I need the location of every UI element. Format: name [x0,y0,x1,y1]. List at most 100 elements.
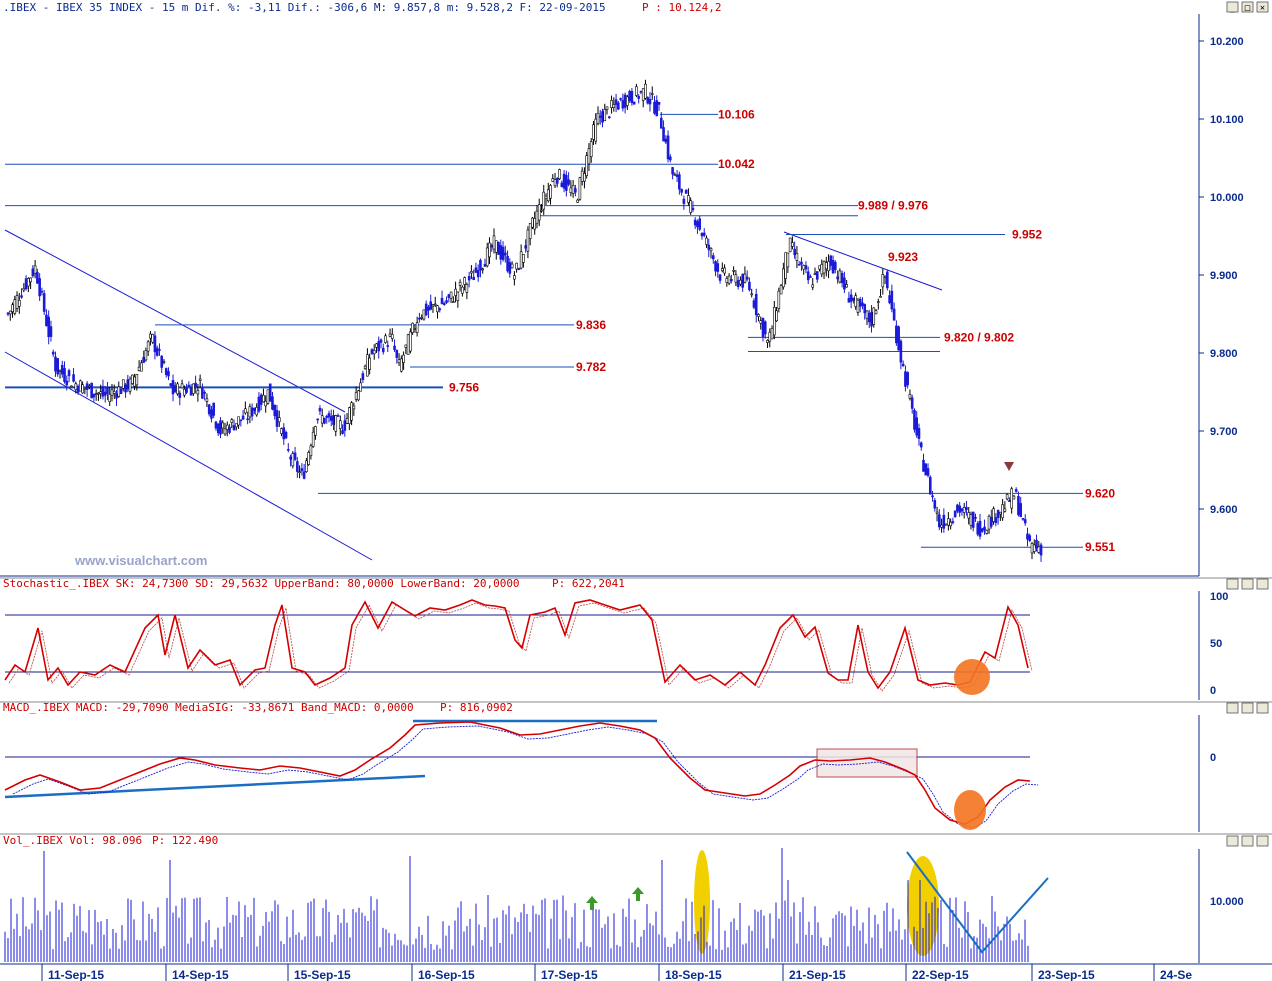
candle-body [316,418,319,421]
candle-body [38,278,41,297]
candle-body [239,419,243,422]
candle-body [601,111,604,123]
candle-body [759,320,763,324]
candle-body [298,471,301,474]
candle-body [680,189,683,193]
candle-body [329,416,333,421]
candle-body [571,185,575,194]
minimize-icon[interactable]: _ [1230,4,1236,14]
candle-body [519,251,523,269]
candle-body [637,96,640,99]
candle-body [942,514,946,529]
candle-body [669,156,672,161]
candle-body [210,409,213,419]
candle-body [164,368,168,375]
candle-body [488,242,491,258]
level-lines: 10.106 10.042 9.989 / 9.976 9.952 9.923 9.836… [5,107,1115,554]
date-label: 24-Se [1160,968,1192,981]
candle-body [406,334,410,355]
candle-body [266,389,270,404]
price-window-buttons[interactable]: _ □ × [1226,1,1269,14]
candle-body [255,407,258,416]
candle-body [994,517,998,523]
date-label: 15-Sep-15 [294,968,351,981]
level-label: 9.620 [1085,486,1115,500]
candle-body [576,199,579,203]
candle-body [1037,546,1041,553]
candle-body [802,265,805,270]
level-label: 9.952 [1012,227,1042,241]
candle-body [277,417,281,423]
volume-bars [4,848,1029,962]
price-header-p: P : 10.124,2 [642,1,721,14]
maximize-icon[interactable]: □ [1245,4,1251,14]
volume-window-buttons[interactable] [1226,835,1269,847]
candle-body [228,426,231,433]
candle-body [54,356,57,372]
candle-body [944,523,948,526]
candle-body [216,423,220,434]
candle-body [370,349,374,354]
volume-header-p: P: 122.490 [152,834,218,847]
candle-body [155,347,159,356]
candle-body [400,358,403,372]
candle-body [556,178,559,184]
candle-body [332,415,335,425]
level-label: 10.042 [718,157,755,171]
candle-body [467,276,471,281]
candle-body [463,277,466,285]
stochastic-window-buttons[interactable] [1226,578,1269,590]
candle-body [85,383,89,390]
candle-body [693,219,697,226]
candle-body [323,417,326,424]
candle-body [940,524,943,528]
candle-body [92,393,96,398]
candle-body [293,452,297,460]
candle-body [904,371,907,387]
candle-body [800,261,803,265]
candle-body [94,393,98,395]
candle-body [745,276,749,280]
candle-body [533,218,536,230]
candle-body [890,290,894,310]
candle-body [33,265,37,274]
candle-body [763,321,767,335]
candle-body [126,379,130,390]
candle-body [368,357,371,370]
stochastic-pane: Stochastic_.IBEX SK: 24,7300 SD: 29,5632… [0,577,1272,700]
candle-body [537,204,541,221]
candle-body [671,167,674,175]
candle-body [305,460,308,472]
candle-body [504,252,507,256]
candle-body [90,382,93,399]
candle-body [678,174,681,190]
candle-body [108,394,112,402]
candle-body [284,431,288,439]
candle-body [813,273,817,275]
candle-body [938,514,941,528]
candle-body [528,222,532,239]
candle-body [223,428,227,435]
candle-body [901,363,905,366]
candle-body [40,290,44,293]
macd-window-buttons[interactable] [1226,702,1269,714]
candle-body [596,112,600,124]
candle-body [413,328,417,330]
candle-body [424,303,428,316]
candle-body [592,124,595,140]
macd-pane: MACD_.IBEX MACD: -29,7090 MediaSIG: -33,… [0,701,1272,832]
candle-body [689,200,692,213]
price-tick-label: 9.600 [1210,504,1238,516]
candle-body [183,388,186,396]
candle-body [205,398,209,402]
candle-body [99,391,102,394]
candle-body [899,340,903,363]
candle-body [338,420,342,429]
candle-body [262,394,265,403]
close-icon[interactable]: × [1260,4,1265,14]
candle-body [607,116,611,119]
volume-tick-10000: 10.000 [1210,896,1244,908]
candle-body [72,374,75,382]
candle-body [524,245,527,249]
candle-body [146,341,150,352]
